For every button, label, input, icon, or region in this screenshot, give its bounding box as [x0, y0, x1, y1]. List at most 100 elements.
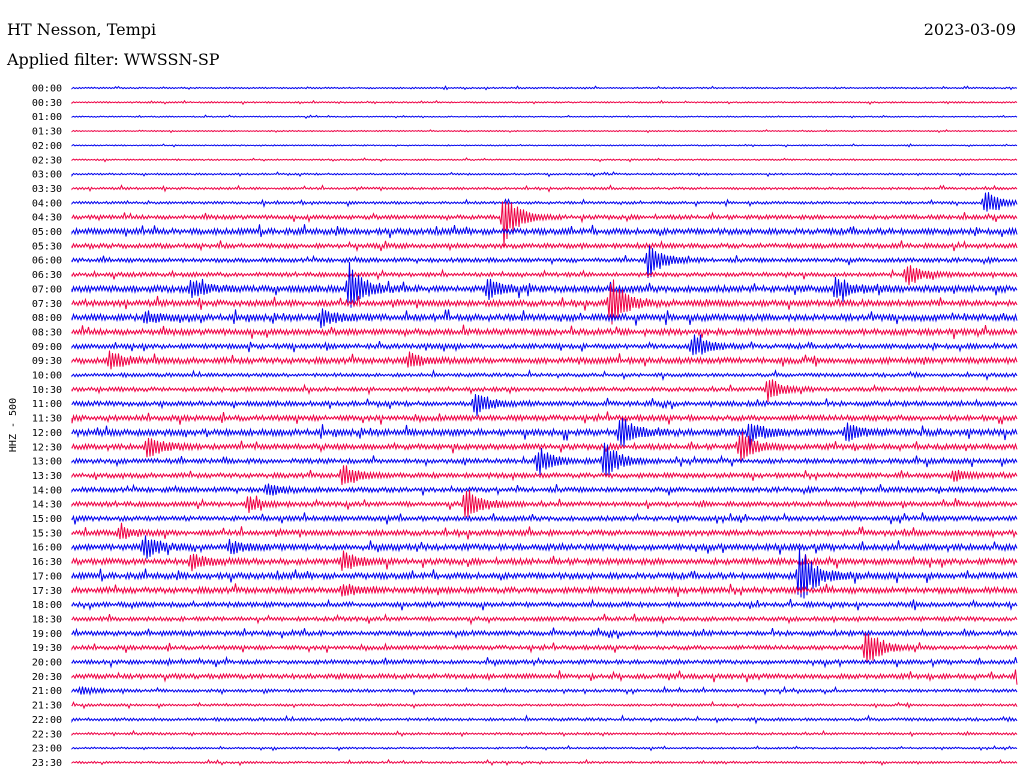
time-tick-label: 15:30	[32, 528, 62, 539]
time-tick-label: 01:00	[32, 112, 62, 123]
time-tick-label: 02:30	[32, 155, 62, 166]
time-tick-label: 12:30	[32, 442, 62, 453]
time-tick-label: 23:30	[32, 758, 62, 769]
time-tick-label: 23:00	[32, 744, 62, 755]
time-tick-label: 11:30	[32, 414, 62, 425]
time-tick-label: 18:30	[32, 614, 62, 625]
time-tick-label: 17:00	[32, 571, 62, 582]
time-tick-label: 14:00	[32, 485, 62, 496]
seismic-trace-1130	[71, 411, 1018, 425]
time-tick-label: 16:30	[32, 557, 62, 568]
time-tick-label: 21:00	[32, 686, 62, 697]
seismic-trace-0730	[71, 279, 1018, 325]
time-tick-label: 20:00	[32, 658, 62, 669]
seismic-trace-0900	[71, 334, 1018, 356]
y-axis-label: HHZ - 500	[8, 398, 19, 452]
time-tick-label: 10:30	[32, 385, 62, 396]
seismic-trace-1530	[71, 522, 1018, 540]
seismic-trace-2330	[71, 758, 1018, 767]
time-tick-label: 09:00	[32, 342, 62, 353]
time-tick-label: 08:00	[32, 313, 62, 324]
date-label: 2023-03-09	[923, 20, 1016, 39]
seismic-trace-0200	[71, 143, 1018, 148]
seismic-traces	[71, 85, 1018, 767]
time-tick-labels: 00:00 00:30 01:00 01:30 02:00 02:30 03:00 03:30…	[32, 84, 62, 769]
seismic-trace-0500	[71, 224, 1018, 239]
seismic-trace-2000	[71, 655, 1018, 669]
seismic-trace-1600	[71, 535, 1018, 559]
seismic-trace-0000	[71, 85, 1018, 91]
time-tick-label: 19:00	[32, 629, 62, 640]
station-title: HT Nesson, Tempi	[7, 20, 157, 39]
time-tick-label: 05:30	[32, 241, 62, 252]
seismic-trace-0930	[71, 350, 1018, 370]
time-tick-label: 04:30	[32, 213, 62, 224]
time-tick-label: 20:30	[32, 672, 62, 683]
seismic-trace-1200	[71, 417, 1018, 449]
seismic-trace-1630	[71, 550, 1018, 572]
seismic-trace-2200	[71, 714, 1018, 725]
time-tick-label: 06:30	[32, 270, 62, 281]
time-tick-label: 19:30	[32, 643, 62, 654]
seismic-trace-1830	[71, 613, 1018, 626]
time-tick-label: 08:30	[32, 327, 62, 338]
seismic-trace-1230	[71, 431, 1018, 462]
seismic-trace-1700	[71, 548, 1018, 599]
seismic-trace-1300	[71, 442, 1018, 476]
time-tick-label: 05:00	[32, 227, 62, 238]
seismic-trace-0830	[71, 324, 1018, 340]
time-tick-label: 03:00	[32, 170, 62, 181]
time-tick-label: 15:00	[32, 514, 62, 525]
seismic-trace-0330	[71, 184, 1018, 193]
seismic-trace-0630	[71, 265, 1018, 286]
time-tick-label: 18:00	[32, 600, 62, 611]
seismic-trace-0300	[71, 171, 1018, 178]
time-tick-label: 00:30	[32, 98, 62, 109]
time-tick-label: 07:30	[32, 299, 62, 310]
seismic-trace-1000	[71, 368, 1018, 382]
time-tick-label: 14:30	[32, 500, 62, 511]
time-tick-label: 12:00	[32, 428, 62, 439]
time-tick-label: 21:30	[32, 701, 62, 712]
time-tick-label: 13:00	[32, 457, 62, 468]
seismic-trace-0430	[71, 201, 1018, 248]
seismic-trace-1930	[71, 633, 1018, 663]
seismic-trace-2300	[71, 744, 1018, 752]
seismic-trace-1030	[71, 379, 1018, 403]
seismic-trace-1900	[71, 627, 1018, 639]
seismic-trace-0400	[71, 192, 1018, 212]
seismic-trace-1500	[71, 512, 1018, 525]
seismic-trace-2130	[71, 700, 1018, 710]
seismic-trace-0100	[71, 114, 1018, 119]
time-tick-label: 01:30	[32, 127, 62, 138]
seismic-trace-0700	[71, 262, 1018, 308]
seismic-trace-1100	[71, 394, 1018, 417]
seismic-trace-1800	[71, 598, 1018, 611]
seismic-trace-2230	[71, 729, 1018, 738]
time-tick-label: 22:00	[32, 715, 62, 726]
seismic-trace-0530	[71, 239, 1018, 253]
seismic-trace-1430	[71, 489, 1018, 518]
seismic-trace-0230	[71, 157, 1018, 163]
seismic-trace-2100	[71, 685, 1018, 696]
seismic-trace-0600	[71, 245, 1018, 279]
time-tick-label: 10:00	[32, 371, 62, 382]
seismic-trace-0030	[71, 99, 1018, 106]
seismic-trace-1330	[71, 465, 1018, 486]
time-tick-label: 13:30	[32, 471, 62, 482]
time-tick-label: 16:00	[32, 543, 62, 554]
time-tick-label: 04:00	[32, 198, 62, 209]
time-tick-label: 03:30	[32, 184, 62, 195]
time-tick-label: 11:00	[32, 399, 62, 410]
seismic-trace-2030	[71, 669, 1018, 685]
time-tick-label: 09:30	[32, 356, 62, 367]
seismic-trace-1730	[71, 583, 1018, 597]
seismic-trace-0130	[71, 129, 1018, 134]
time-tick-label: 17:30	[32, 586, 62, 597]
seismic-trace-1400	[71, 483, 1018, 497]
time-tick-label: 00:00	[32, 84, 62, 95]
seismic-trace-0800	[71, 308, 1018, 329]
time-tick-label: 02:00	[32, 141, 62, 152]
time-tick-label: 22:30	[32, 729, 62, 740]
